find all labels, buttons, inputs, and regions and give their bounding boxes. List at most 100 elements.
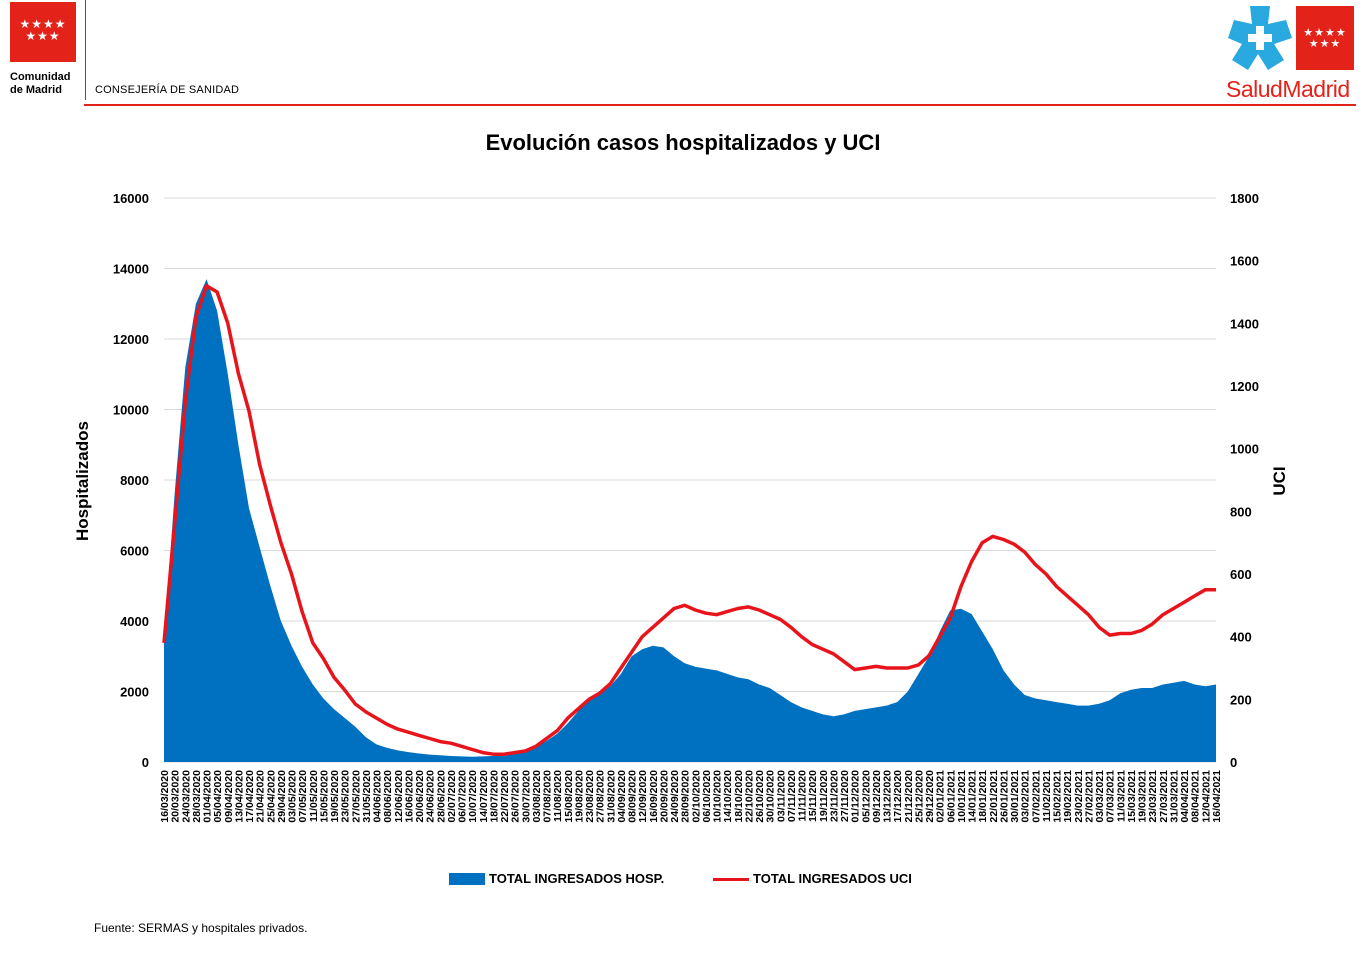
x-tick-label: 11/08/2020 — [552, 770, 564, 822]
salud-madrid-flag-logo: ★★★★ ★★★ — [1296, 6, 1354, 70]
x-tick-label: 02/10/2020 — [690, 770, 702, 823]
y-right-tick-label: 1000 — [1230, 442, 1259, 457]
comunidad-madrid-name: Comunidad de Madrid — [10, 71, 71, 97]
x-tick-label: 20/09/2020 — [658, 770, 670, 823]
x-tick-label: 15/11/2020 — [807, 770, 819, 822]
x-tick-label: 04/09/2020 — [616, 770, 628, 823]
x-tick-label: 23/11/2020 — [829, 770, 841, 822]
x-tick-label: 28/06/2020 — [435, 770, 447, 823]
x-tick-label: 27/05/2020 — [350, 770, 362, 823]
x-tick-label: 07/02/2021 — [1030, 770, 1042, 823]
x-tick-label: 12/06/2020 — [393, 770, 405, 823]
x-tick-label: 08/04/2021 — [1190, 770, 1202, 823]
y-left-tick-label: 12000 — [113, 332, 149, 347]
y-right-tick-label: 1800 — [1230, 191, 1259, 206]
x-tick-label: 16/04/2021 — [1211, 770, 1223, 823]
y-left-tick-label: 14000 — [113, 262, 149, 277]
x-tick-label: 03/03/2021 — [1094, 770, 1106, 823]
x-tick-label: 14/10/2020 — [722, 770, 734, 823]
y-left-tick-label: 6000 — [120, 544, 149, 559]
x-tick-label: 16/06/2020 — [403, 770, 415, 823]
y-left-tick-label: 2000 — [120, 685, 149, 700]
x-tick-label: 26/10/2020 — [754, 770, 766, 823]
x-tick-label: 07/08/2020 — [542, 770, 554, 823]
x-tick-label: 29/04/2020 — [276, 770, 288, 823]
x-tick-label: 16/03/2020 — [159, 770, 171, 823]
x-tick-label: 23/02/2021 — [1073, 770, 1085, 823]
x-tick-label: 15/03/2021 — [1126, 770, 1138, 823]
x-tick-label: 03/11/2020 — [775, 770, 787, 822]
hosp-area-series — [164, 279, 1216, 762]
x-tick-label: 07/05/2020 — [297, 770, 309, 823]
x-tick-label: 12/04/2021 — [1200, 770, 1212, 823]
x-tick-label: 06/10/2020 — [701, 770, 713, 823]
x-tick-label: 23/08/2020 — [584, 770, 596, 823]
x-tick-label: 14/01/2021 — [967, 770, 979, 823]
x-tick-label: 11/02/2021 — [1041, 770, 1053, 822]
x-tick-label: 23/05/2020 — [340, 770, 352, 823]
y-right-tick-label: 0 — [1230, 755, 1237, 770]
flag-stars: ★★★★ ★★★ — [19, 17, 67, 43]
x-tick-label: 15/08/2020 — [563, 770, 575, 823]
x-tick-label: 04/04/2021 — [1179, 770, 1191, 823]
logo-name-line1: Comunidad — [10, 71, 71, 83]
y-right-tick-label: 800 — [1230, 504, 1252, 519]
x-tick-label: 15/02/2021 — [1052, 770, 1064, 823]
x-tick-label: 12/09/2020 — [637, 770, 649, 823]
page-header: ★★★★ ★★★ Comunidad de Madrid CONSEJERÍA D… — [0, 0, 1366, 112]
hosp-area — [164, 279, 1216, 762]
x-tick-label: 30/01/2021 — [1009, 770, 1021, 823]
x-tick-label: 01/12/2020 — [850, 770, 862, 823]
x-tick-label: 02/01/2021 — [935, 770, 947, 823]
y-axis-left-ticks: 0 2000 4000 6000 8000 10000 12000 14000 16000 — [113, 191, 149, 770]
x-tick-label: 30/10/2020 — [765, 770, 777, 823]
x-tick-label: 25/12/2020 — [914, 770, 926, 823]
x-tick-label: 28/03/2020 — [191, 770, 203, 823]
y-left-tick-label: 8000 — [120, 473, 149, 488]
header-rule — [84, 104, 1356, 106]
x-tick-label: 29/12/2020 — [924, 770, 936, 823]
y-right-tick-label: 400 — [1230, 630, 1252, 645]
x-tick-label: 19/03/2021 — [1137, 770, 1149, 823]
legend-swatch-hosp — [449, 873, 485, 885]
x-tick-label: 11/11/2020 — [797, 770, 809, 822]
x-tick-label: 19/02/2021 — [1062, 770, 1074, 823]
legend-swatch-uci — [713, 878, 749, 881]
legend-label-hosp: TOTAL INGRESADOS HOSP. — [489, 871, 665, 886]
y-right-tick-label: 1600 — [1230, 254, 1259, 269]
y-axis-right-ticks: 0 200 400 600 800 1000 1200 1400 1600 1800 — [1230, 191, 1259, 770]
x-tick-label: 25/04/2020 — [265, 770, 277, 823]
comunidad-madrid-flag-logo: ★★★★ ★★★ — [10, 2, 76, 62]
x-tick-label: 22/10/2020 — [743, 770, 755, 823]
x-tick-label: 28/09/2020 — [680, 770, 692, 823]
y-right-tick-label: 200 — [1230, 692, 1252, 707]
y-left-tick-label: 0 — [142, 755, 149, 770]
x-tick-label: 21/12/2020 — [903, 770, 915, 823]
x-tick-label: 06/07/2020 — [457, 770, 469, 823]
x-tick-label: 07/11/2020 — [786, 770, 798, 822]
x-tick-label: 03/02/2021 — [1020, 770, 1032, 823]
x-tick-label: 10/10/2020 — [712, 770, 724, 823]
x-tick-label: 19/05/2020 — [329, 770, 341, 823]
x-tick-label: 04/06/2020 — [372, 770, 384, 823]
x-tick-label: 30/07/2020 — [520, 770, 532, 823]
uci-line — [162, 283, 1216, 756]
x-tick-label: 16/09/2020 — [648, 770, 660, 823]
chart-title: Evolución casos hospitalizados y UCI — [485, 130, 881, 155]
x-axis-ticks: 16/03/202020/03/202024/03/202028/03/2020… — [159, 770, 1223, 823]
x-tick-label: 06/01/2021 — [945, 770, 957, 823]
department-name: CONSEJERÍA DE SANIDAD — [95, 84, 240, 96]
legend-label-uci: TOTAL INGRESADOS UCI — [753, 871, 912, 886]
uci-line-series — [162, 283, 1216, 756]
x-tick-label: 09/12/2020 — [871, 770, 883, 823]
x-tick-label: 11/05/2020 — [308, 770, 320, 822]
x-tick-label: 19/11/2020 — [818, 770, 830, 822]
x-tick-label: 17/04/2020 — [244, 770, 256, 823]
x-tick-label: 13/04/2020 — [233, 770, 245, 823]
flag-stars: ★★★★ ★★★ — [1303, 27, 1347, 50]
x-tick-label: 20/03/2020 — [170, 770, 182, 823]
x-tick-label: 01/04/2020 — [202, 770, 214, 823]
x-tick-label: 15/05/2020 — [318, 770, 330, 823]
x-tick-label: 07/03/2021 — [1105, 770, 1117, 823]
logo-name-line2: de Madrid — [10, 84, 62, 96]
